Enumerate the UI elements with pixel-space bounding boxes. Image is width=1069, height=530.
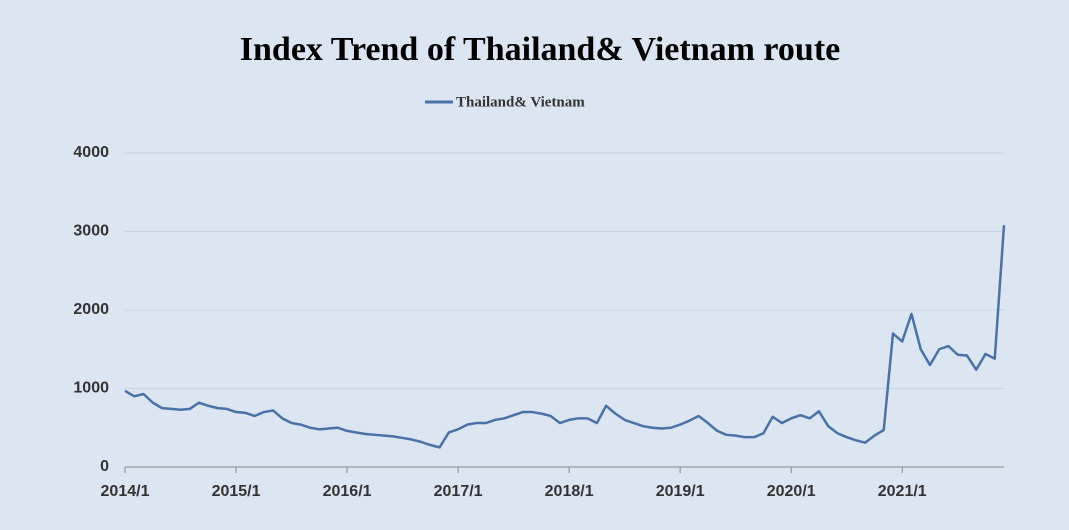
data-line [124,225,1006,449]
y-tick-label: 3000 [73,223,109,240]
x-tick-label: 2015/1 [212,483,261,500]
legend-label: Thailand& Vietnam [456,94,585,110]
x-tick-label: 2014/1 [101,483,150,500]
x-tick-label: 2018/1 [545,483,594,500]
x-tick-label: 2019/1 [656,483,705,500]
y-tick-label: 2000 [73,301,109,318]
x-tick-label: 2020/1 [767,483,816,500]
x-tick-label: 2021/1 [878,483,927,500]
y-tick-label: 4000 [73,144,109,161]
y-tick-label: 1000 [73,380,109,397]
x-tick-label: 2016/1 [323,483,372,500]
y-tick-label: 0 [100,458,109,475]
chart-title: Index Trend of Thailand& Vietnam route [240,31,840,68]
x-tick-label: 2017/1 [434,483,483,500]
